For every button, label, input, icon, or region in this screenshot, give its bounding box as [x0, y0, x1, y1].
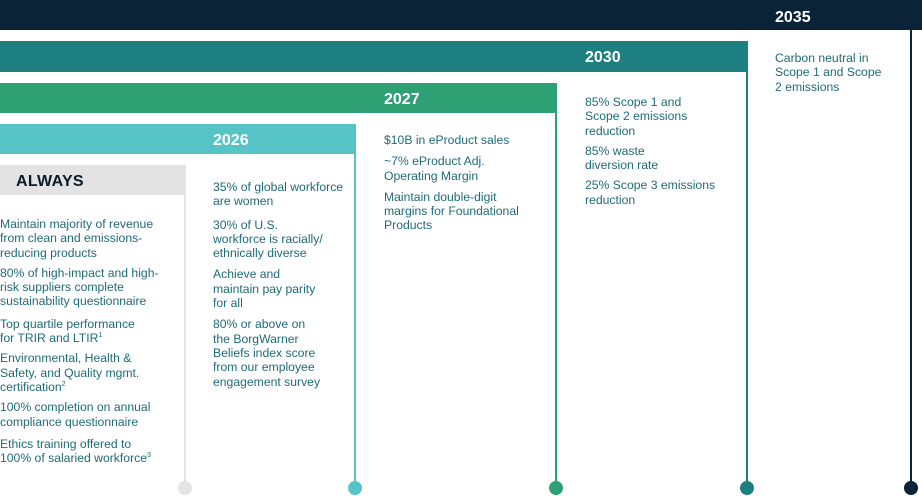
bar-2035 [0, 0, 922, 30]
column-2026: 35% of global workforce are women 30% of… [213, 180, 353, 395]
column-2030: 85% Scope 1 and Scope 2 emissions reduct… [585, 95, 735, 213]
timeline-line-2027 [555, 113, 557, 485]
always-item: Maintain majority of revenue from clean … [0, 217, 154, 260]
year-label-2026: 2026 [213, 132, 249, 149]
milestone-item: 30% of U.S. workforce is racially/ ethni… [213, 217, 323, 261]
always-item: Ethics training offered to 100% of salar… [0, 436, 151, 466]
always-label: ALWAYS [16, 173, 84, 190]
footnote-marker: 2 [61, 380, 66, 388]
milestone-item: 85% waste diversion rate [585, 143, 659, 173]
milestone-item: 25% Scope 3 emissions reduction [585, 178, 716, 207]
timeline-line-2026 [354, 154, 356, 485]
footnote-marker: 1 [98, 332, 103, 340]
always-item: Top quartile performance for TRIR and LT… [0, 316, 135, 346]
year-label-2035: 2035 [775, 9, 811, 26]
milestone-item: 35% of global workforce are women [213, 180, 344, 209]
year-label-2030: 2030 [585, 49, 621, 66]
timeline-dot-2035 [904, 481, 918, 495]
milestone-item: ~7% eProduct Adj. Operating Margin [384, 154, 485, 183]
timeline-line-2030 [746, 72, 748, 485]
milestone-item: 85% Scope 1 and Scope 2 emissions reduct… [585, 95, 688, 138]
timeline-dot-always [178, 481, 192, 495]
milestone-item: Maintain double-digit margins for Founda… [384, 189, 519, 233]
milestone-item: 80% or above on the BorgWarner Beliefs i… [213, 317, 321, 389]
bar-2026 [0, 124, 356, 154]
always-item: 80% of high-impact and high- risk suppli… [0, 265, 159, 309]
always-header-box [0, 165, 186, 195]
column-2035: Carbon neutral in Scope 1 and Scope 2 em… [775, 51, 910, 100]
always-item: Environmental, Health & Safety, and Qual… [0, 351, 140, 394]
bar-2027 [0, 83, 557, 113]
timeline-dot-2030 [740, 481, 754, 495]
footnote-marker: 3 [147, 452, 151, 460]
always-column: Maintain majority of revenue from clean … [0, 217, 178, 471]
always-item: 100% completion on annual compliance que… [0, 400, 151, 429]
year-label-2027: 2027 [384, 91, 420, 108]
timeline-line-2035 [910, 30, 912, 485]
milestone-item: Achieve and maintain pay parity for all [213, 267, 316, 311]
timeline-dot-2026 [348, 481, 362, 495]
bar-2030 [0, 41, 748, 72]
milestone-item: Carbon neutral in Scope 1 and Scope 2 em… [775, 51, 882, 94]
milestone-item: $10B in eProduct sales [384, 133, 510, 147]
timeline-line-always [184, 195, 186, 485]
timeline-dot-2027 [549, 481, 563, 495]
column-2027: $10B in eProduct sales ~7% eProduct Adj.… [384, 133, 549, 239]
